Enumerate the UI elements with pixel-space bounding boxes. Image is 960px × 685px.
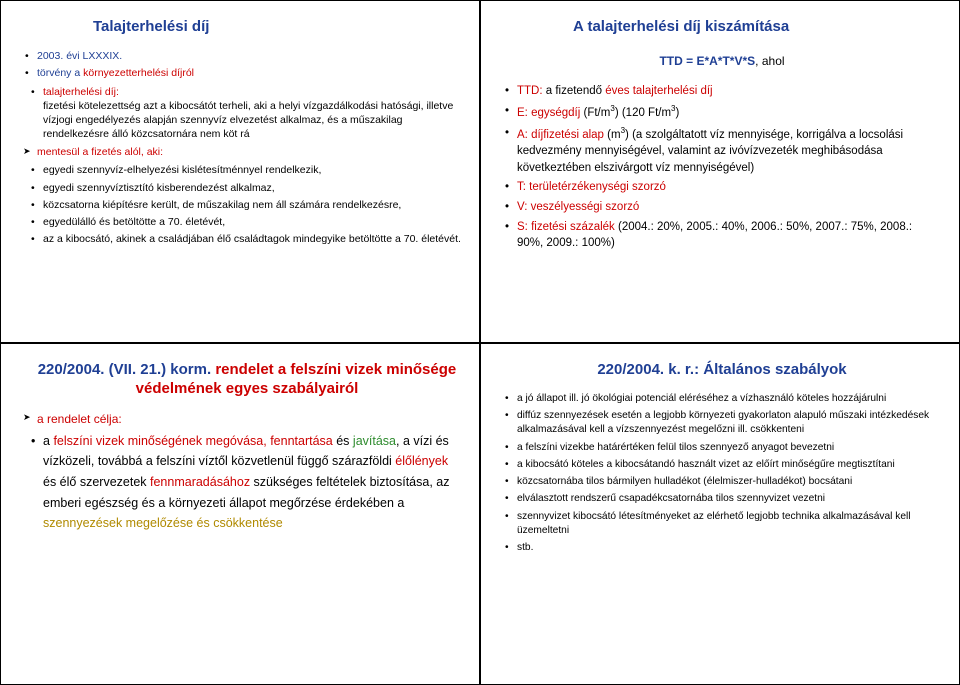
- tr-e: E: egységdíj (Ft/m3) (120 Ft/m3): [503, 103, 941, 122]
- tl-sub1: talajterhelési díj: fizetési kötelezetts…: [29, 85, 461, 142]
- tl-line1: 2003. évi LXXXIX.: [23, 49, 461, 63]
- br-5: elválasztott rendszerű csapadékcsatornáb…: [503, 492, 941, 506]
- br-0: a jó állapot ill. jó ökológiai potenciál…: [503, 392, 941, 406]
- panel-bottom-right: 220/2004. k. r.: Általános szabályok a j…: [480, 343, 960, 685]
- br-3: a kibocsátó köteles a kibocsátandó haszn…: [503, 458, 941, 472]
- panel-top-left: Talajterhelési díj 2003. évi LXXXIX. tör…: [0, 0, 480, 343]
- slide-grid: Talajterhelési díj 2003. évi LXXXIX. tör…: [0, 0, 960, 685]
- tl-sub2-items: egyedi szennyvíz-elhelyezési kislétesítm…: [29, 163, 461, 246]
- tl-list: 2003. évi LXXXIX. törvény a környezetter…: [23, 49, 461, 80]
- tr-formula: TTD = E*A*T*V*S, ahol: [503, 53, 941, 69]
- br-6: szennyvizet kibocsátó létesítményeket az…: [503, 510, 941, 539]
- tl-sub2-head-li: mentesül a fizetés alól, aki:: [23, 145, 461, 159]
- tr-a: A: díjfizetési alap (m3) (a szolgáltatot…: [503, 125, 941, 177]
- br-2: a felszíni vizekbe határértéken felül ti…: [503, 441, 941, 455]
- tl-line2: törvény a környezetterhelési díjról: [23, 66, 461, 80]
- br-7: stb.: [503, 541, 941, 555]
- br-items: a jó állapot ill. jó ökológiai potenciál…: [503, 392, 941, 556]
- tl-sub2-3: egyedülálló és betöltötte a 70. életévét…: [29, 215, 461, 229]
- tr-title: A talajterhelési díj kiszámítása: [573, 17, 941, 37]
- br-1: diffúz szennyezések esetén a legjobb kör…: [503, 409, 941, 438]
- br-title: 220/2004. k. r.: Általános szabályok: [503, 360, 941, 380]
- br-4: közcsatornába tilos bármilyen hulladékot…: [503, 475, 941, 489]
- tl-title: Talajterhelési díj: [93, 17, 461, 37]
- tl-sub2-1: egyedi szennyvíztisztító kisberendezést …: [29, 181, 461, 195]
- tl-sub1-li: talajterhelési díj: fizetési kötelezetts…: [29, 85, 461, 142]
- tr-t: T: területérzékenységi szorzó: [503, 179, 941, 196]
- panel-top-right: A talajterhelési díj kiszámítása TTD = E…: [480, 0, 960, 343]
- bl-head-li: a rendelet célja:: [23, 411, 461, 427]
- tl-sub2-2: közcsatorna kiépítésre került, de műszak…: [29, 198, 461, 212]
- bl-body: a felszíni vizek minőségének megóvása, f…: [29, 431, 461, 534]
- bl-head: a rendelet célja:: [23, 411, 461, 427]
- bl-body-li: a felszíni vizek minőségének megóvása, f…: [29, 431, 461, 534]
- tr-v: V: veszélyességi szorzó: [503, 199, 941, 216]
- tl-sub2-4: az a kibocsátó, akinek a családjában élő…: [29, 232, 461, 246]
- panel-bottom-left: 220/2004. (VII. 21.) korm. rendelet a fe…: [0, 343, 480, 685]
- tr-s: S: fizetési százalék (2004.: 20%, 2005.:…: [503, 219, 941, 252]
- bl-title: 220/2004. (VII. 21.) korm. rendelet a fe…: [33, 360, 461, 399]
- tl-sub2-0: egyedi szennyvíz-elhelyezési kislétesítm…: [29, 163, 461, 177]
- tr-items: TTD: a fizetendő éves talajterhelési díj…: [503, 83, 941, 252]
- tr-ttd: TTD: a fizetendő éves talajterhelési díj: [503, 83, 941, 100]
- tl-sub2-head: mentesül a fizetés alól, aki:: [23, 145, 461, 159]
